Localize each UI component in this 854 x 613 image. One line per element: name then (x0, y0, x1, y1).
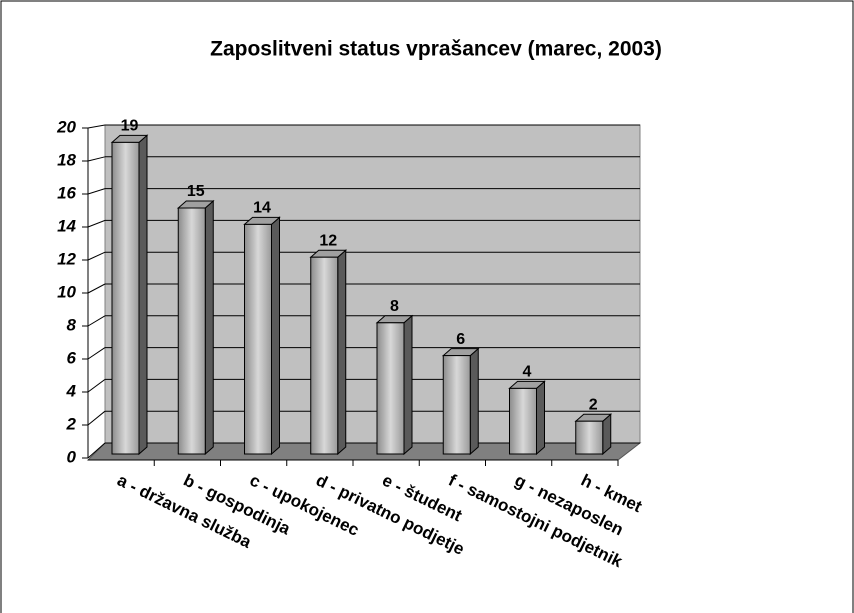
y-tick-label: 18 (57, 150, 76, 169)
value-label: 4 (523, 364, 532, 381)
y-tick-label: 20 (56, 117, 76, 136)
bar (177, 207, 206, 455)
bar-side (204, 199, 214, 456)
bar (509, 387, 537, 455)
bar (442, 355, 471, 455)
chart-title: Zaposlitveni status vprašancev (marec, 2… (210, 38, 662, 61)
y-tick-label: 2 (66, 414, 77, 433)
bar-side (403, 314, 413, 456)
grid-connector (87, 347, 106, 360)
grid-connector (87, 378, 106, 393)
y-tick-label: 14 (57, 216, 76, 235)
grid-connector (87, 188, 106, 195)
value-label: 15 (187, 183, 205, 200)
bar (376, 322, 405, 455)
value-label: 19 (121, 118, 139, 135)
bar-side (337, 249, 347, 456)
y-tick-label: 10 (57, 282, 76, 301)
bar (111, 141, 140, 455)
value-label: 14 (253, 200, 271, 217)
bar-side (271, 216, 280, 456)
grid-connector (87, 219, 106, 228)
value-label: 6 (456, 331, 465, 348)
grid-connector (87, 283, 106, 294)
bar (244, 223, 272, 455)
floor (86, 442, 642, 461)
y-tick-label: 4 (66, 381, 77, 400)
grid-connector (87, 124, 106, 129)
y-tick-label: 6 (67, 348, 77, 367)
y-tick-label: 12 (57, 249, 76, 268)
bar (310, 256, 339, 455)
value-label: 12 (319, 232, 337, 249)
bar-side (469, 347, 479, 456)
y-tick-label: 0 (67, 447, 77, 466)
value-label: 2 (589, 396, 598, 413)
grid-connector (87, 442, 106, 459)
bar-side (138, 134, 148, 456)
y-tick-label: 8 (67, 315, 77, 334)
grid-connector (87, 251, 106, 261)
grid-connector (87, 410, 106, 426)
value-label: 8 (390, 298, 399, 315)
bar-side (536, 380, 545, 456)
grid-connector (87, 156, 106, 162)
bar (575, 420, 604, 455)
grid-connector (87, 315, 106, 327)
y-tick-label: 16 (57, 183, 76, 202)
